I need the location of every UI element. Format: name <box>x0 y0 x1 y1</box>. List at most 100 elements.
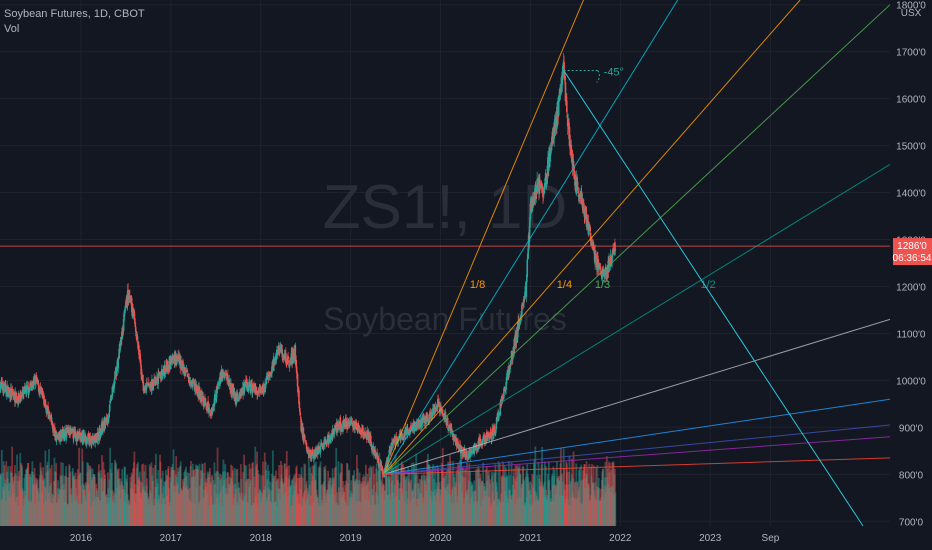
volume-bar <box>546 500 549 526</box>
volume-bar <box>338 487 340 526</box>
volume-bar <box>114 462 117 526</box>
volume-bar <box>458 483 461 526</box>
volume-bar <box>101 455 103 526</box>
candle-body <box>283 353 286 356</box>
candle-body <box>445 422 448 424</box>
candle-body <box>568 122 570 139</box>
volume-bar <box>506 475 508 526</box>
volume-bar <box>176 483 179 526</box>
chart-title[interactable]: Soybean Futures, 1D, CBOT <box>4 8 145 20</box>
volume-bar <box>313 464 316 526</box>
volume-bar <box>96 490 98 526</box>
volume-bar <box>51 503 54 526</box>
descending-trend-line[interactable] <box>563 70 864 527</box>
volume-bar <box>475 468 478 526</box>
volume-bar <box>590 467 592 526</box>
volume-bar <box>481 499 484 526</box>
volume-bar <box>201 463 204 526</box>
volume-bar <box>516 476 519 526</box>
volume-bar <box>68 465 71 526</box>
volume-bar <box>333 478 335 526</box>
volume-bar <box>483 483 486 526</box>
x-tick-label: 2020 <box>429 533 452 544</box>
volume-bar <box>367 500 370 526</box>
volume-bar <box>369 465 372 526</box>
volume-bar <box>542 489 545 526</box>
x-tick-label: 2018 <box>250 533 273 544</box>
volume-indicator-label[interactable]: Vol <box>4 23 20 35</box>
volume-bar <box>137 462 139 526</box>
volume-bar <box>45 500 48 526</box>
volume-bar <box>524 504 527 526</box>
volume-bar <box>380 493 383 526</box>
volume-bar <box>236 468 239 526</box>
volume-bar <box>142 489 144 526</box>
candle-body <box>604 269 606 280</box>
candle-body <box>355 422 358 427</box>
candle-body <box>123 315 125 318</box>
candle-body <box>299 409 301 411</box>
volume-bar <box>65 466 67 526</box>
volume-bar <box>365 484 368 526</box>
candle-body <box>278 345 280 355</box>
candle-body <box>598 263 600 270</box>
volume-bar <box>119 484 121 526</box>
volume-bar <box>223 480 226 526</box>
volume-bar <box>117 479 120 526</box>
candle-body <box>306 449 309 453</box>
volume-bar <box>418 479 421 526</box>
volume-bar <box>415 505 418 526</box>
candle-body <box>448 426 450 429</box>
volume-bar <box>267 470 270 526</box>
volume-bar <box>493 499 496 526</box>
volume-bar <box>180 490 183 526</box>
candle-body <box>336 431 339 433</box>
volume-bar <box>382 484 384 526</box>
volume-bar <box>106 504 108 526</box>
candle-body <box>162 370 164 372</box>
volume-bar <box>3 465 6 526</box>
volume-bar <box>289 487 291 526</box>
candle-body <box>56 437 59 439</box>
gann-fan[interactable]: 1/8 1/4 1/3 1/2 <box>383 0 891 475</box>
volume-bar <box>459 472 462 526</box>
volume-bar <box>167 466 170 526</box>
candle-body <box>258 388 261 392</box>
candle-body <box>595 253 597 259</box>
volume-bar <box>494 469 497 526</box>
candle-body <box>507 371 509 374</box>
volume-bar <box>605 487 608 526</box>
volume-bar <box>112 502 115 526</box>
candle-body <box>247 384 250 391</box>
x-axis[interactable]: 2016 2017 2018 2019 2020 2021 2022 2023 Sep <box>70 533 780 544</box>
candle-body <box>361 425 364 435</box>
candle-body <box>426 412 428 418</box>
candle-body <box>272 358 275 372</box>
volume-bar <box>446 486 449 526</box>
candle-body <box>252 386 254 391</box>
volume-bar <box>88 470 91 526</box>
volume-bar <box>174 486 177 526</box>
candle-body <box>457 441 459 448</box>
volume-bar <box>108 479 111 526</box>
candle-body <box>510 360 512 365</box>
candle-body <box>592 248 595 251</box>
volume-bar <box>158 495 161 526</box>
volume-bar <box>235 501 238 526</box>
candle-body <box>305 442 308 450</box>
volume-bar <box>599 499 601 526</box>
volume-bar <box>394 474 397 526</box>
volume-bar <box>220 478 223 526</box>
candle-body <box>527 235 530 251</box>
volume-bar <box>567 505 570 526</box>
volume-bar <box>206 471 209 526</box>
candle-body <box>384 469 387 471</box>
angle-annotation[interactable]: -45° <box>563 66 624 83</box>
volume-bar <box>244 481 247 526</box>
volume-bar <box>296 478 299 526</box>
volume-bar <box>196 466 199 526</box>
gann-fan-line <box>383 0 584 475</box>
volume-bar <box>361 488 364 526</box>
volume-bar <box>428 476 431 526</box>
